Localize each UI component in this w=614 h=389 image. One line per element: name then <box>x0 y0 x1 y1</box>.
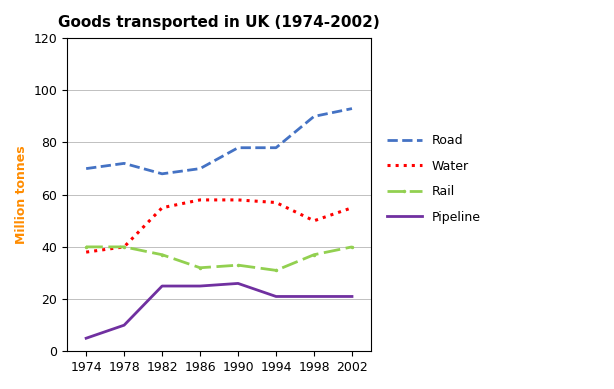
Pipeline <box>120 323 128 328</box>
Rail <box>120 245 128 249</box>
Title: Goods transported in UK (1974-2002): Goods transported in UK (1974-2002) <box>58 15 380 30</box>
Road <box>120 161 128 166</box>
Pipeline <box>158 284 166 288</box>
Water <box>310 219 317 223</box>
Line: Water: Water <box>86 200 352 252</box>
Water <box>235 198 242 202</box>
Rail <box>158 252 166 257</box>
Pipeline <box>348 294 356 299</box>
Pipeline <box>235 281 242 286</box>
Rail <box>273 268 280 273</box>
Line: Pipeline: Pipeline <box>86 284 352 338</box>
Pipeline <box>273 294 280 299</box>
Pipeline <box>310 294 317 299</box>
Road <box>235 145 242 150</box>
Rail <box>348 245 356 249</box>
Line: Road: Road <box>86 109 352 174</box>
Rail <box>310 252 317 257</box>
Line: Rail: Rail <box>84 245 354 272</box>
Water <box>82 250 90 254</box>
Water <box>196 198 204 202</box>
Road <box>310 114 317 119</box>
Legend: Road, Water, Rail, Pipeline: Road, Water, Rail, Pipeline <box>380 128 487 230</box>
Pipeline <box>82 336 90 340</box>
Road <box>348 106 356 111</box>
Y-axis label: Million tonnes: Million tonnes <box>15 145 28 244</box>
Rail <box>235 263 242 268</box>
Road <box>196 166 204 171</box>
Water <box>273 200 280 205</box>
Water <box>120 245 128 249</box>
Road <box>158 172 166 176</box>
Road <box>273 145 280 150</box>
Rail <box>196 265 204 270</box>
Water <box>348 205 356 210</box>
Rail <box>82 245 90 249</box>
Water <box>158 205 166 210</box>
Pipeline <box>196 284 204 288</box>
Road <box>82 166 90 171</box>
